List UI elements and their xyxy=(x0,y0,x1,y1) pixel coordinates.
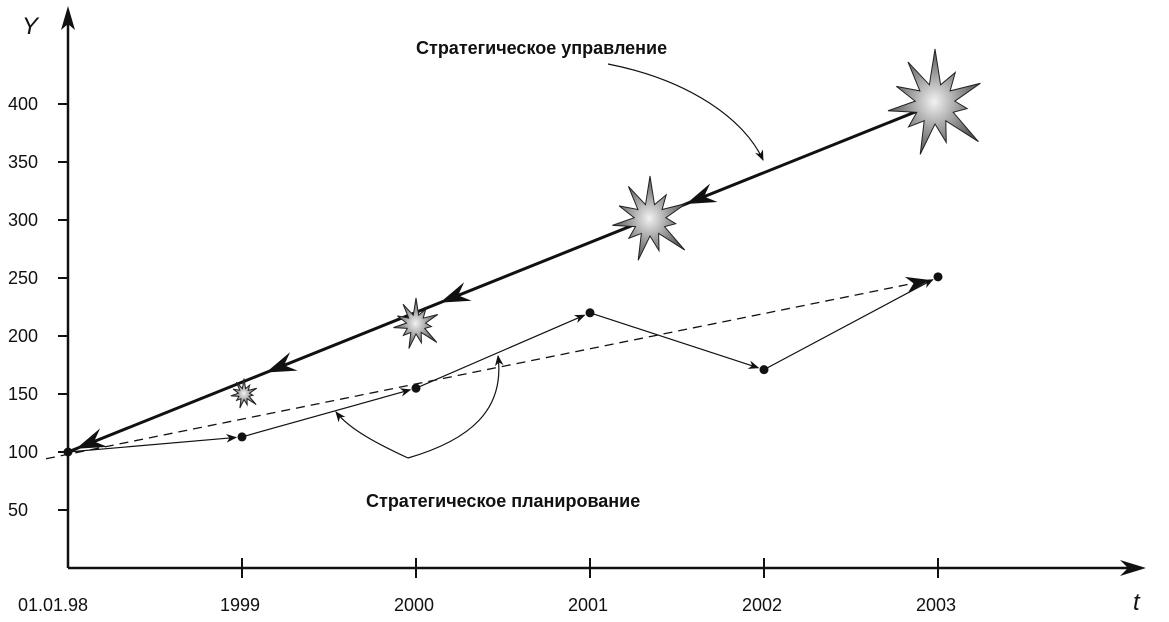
y-tick-label: 200 xyxy=(8,326,38,346)
y-axis-arrowhead xyxy=(61,6,75,30)
x-tick-label: 2001 xyxy=(568,595,608,615)
planning-segment xyxy=(415,314,586,389)
y-tick-label: 50 xyxy=(8,500,28,520)
management-arrowhead xyxy=(440,282,472,303)
management-burst xyxy=(612,175,687,261)
y-axis-title: Y xyxy=(22,13,40,40)
management-layer xyxy=(67,48,981,454)
annotation-planning-pointer-left xyxy=(335,411,409,459)
planning-segment xyxy=(67,433,238,453)
x-axis-arrowhead xyxy=(1120,560,1146,576)
y-tick-label: 400 xyxy=(8,94,38,114)
planning-segment xyxy=(241,388,412,438)
x-ticks: 01.01.98 1999 2000 2001 2002 2003 xyxy=(18,558,956,615)
y-ticks: 50 100 150 200 250 300 350 400 xyxy=(8,94,68,520)
x-tick-label: 1999 xyxy=(220,595,260,615)
management-arrowhead xyxy=(76,428,108,449)
planning-point xyxy=(411,383,421,393)
x-tick-label: 01.01.98 xyxy=(18,595,88,615)
x-axis-title: t xyxy=(1133,589,1141,616)
management-arrowhead xyxy=(686,183,718,204)
x-tick-label: 2000 xyxy=(394,595,434,615)
planning-point xyxy=(237,432,247,442)
management-burst xyxy=(887,48,981,155)
y-tick-label: 300 xyxy=(8,210,38,230)
planning-point xyxy=(585,308,595,318)
planning-segment xyxy=(589,312,760,369)
trend-layer xyxy=(45,276,931,460)
y-tick-label: 100 xyxy=(8,442,38,462)
y-tick-label: 350 xyxy=(8,152,38,172)
management-arrowhead xyxy=(266,352,298,373)
annotation-management-pointer xyxy=(607,63,764,161)
x-tick-label: 2002 xyxy=(742,595,782,615)
annotation-planning-label: Стратегическое планирование xyxy=(366,491,640,511)
annotation-management-label: Стратегическое управление xyxy=(416,38,667,58)
trend-arrowhead xyxy=(904,276,930,293)
y-tick-label: 150 xyxy=(8,384,38,404)
planning-point xyxy=(933,272,943,282)
planning-segment xyxy=(763,279,934,371)
management-burst xyxy=(393,297,439,349)
trend-line xyxy=(45,279,931,460)
planning-point xyxy=(759,365,769,375)
x-tick-label: 2003 xyxy=(916,595,956,615)
annotation-planning-pointer-right xyxy=(407,354,504,459)
management-burst xyxy=(230,378,258,409)
y-tick-label: 250 xyxy=(8,268,38,288)
management-line xyxy=(67,102,936,454)
